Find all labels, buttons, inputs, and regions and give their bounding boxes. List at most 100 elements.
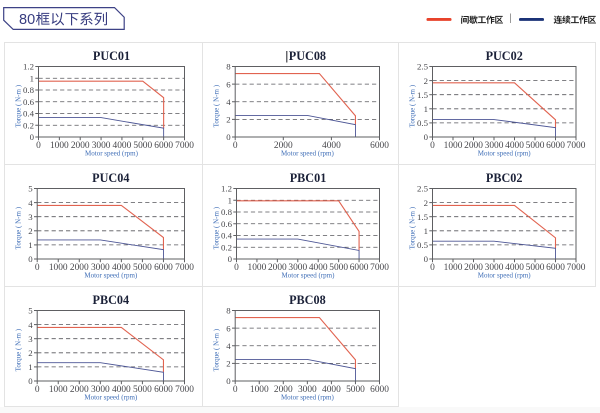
svg-text:0: 0 bbox=[226, 132, 231, 142]
svg-text:1000: 1000 bbox=[250, 385, 269, 395]
svg-text:Torque ( N-m ): Torque ( N-m ) bbox=[15, 206, 23, 249]
svg-text:0.8: 0.8 bbox=[221, 207, 233, 217]
svg-text:4000: 4000 bbox=[505, 141, 524, 151]
svg-text:3000: 3000 bbox=[92, 141, 111, 151]
svg-text:0: 0 bbox=[226, 376, 231, 386]
svg-text:PUC08: PUC08 bbox=[289, 49, 326, 63]
svg-text:6000: 6000 bbox=[154, 385, 173, 395]
svg-text:0: 0 bbox=[28, 254, 33, 264]
svg-text:0.4: 0.4 bbox=[221, 231, 233, 241]
svg-text:Motor speed (rpm): Motor speed (rpm) bbox=[282, 272, 336, 280]
svg-text:7000: 7000 bbox=[175, 263, 194, 273]
svg-text:3000: 3000 bbox=[91, 263, 110, 273]
svg-text:Torque ( N-m ): Torque ( N-m ) bbox=[15, 328, 23, 371]
svg-text:0: 0 bbox=[35, 385, 40, 395]
svg-text:3: 3 bbox=[28, 212, 33, 222]
svg-text:7000: 7000 bbox=[567, 263, 586, 273]
svg-text:5000: 5000 bbox=[133, 263, 152, 273]
svg-text:4000: 4000 bbox=[112, 263, 131, 273]
svg-text:Torque ( N-m ): Torque ( N-m ) bbox=[213, 206, 221, 249]
svg-text:1: 1 bbox=[424, 226, 428, 236]
svg-text:0: 0 bbox=[228, 254, 233, 264]
svg-text:7000: 7000 bbox=[370, 263, 389, 273]
svg-text:1: 1 bbox=[28, 240, 32, 250]
svg-text:5000: 5000 bbox=[346, 385, 365, 395]
svg-text:2000: 2000 bbox=[268, 263, 287, 273]
svg-text:0.6: 0.6 bbox=[221, 219, 233, 229]
svg-text:6000: 6000 bbox=[546, 141, 565, 151]
svg-text:0.4: 0.4 bbox=[23, 109, 35, 119]
svg-text:0: 0 bbox=[430, 141, 435, 151]
svg-text:5000: 5000 bbox=[526, 263, 545, 273]
svg-text:4000: 4000 bbox=[309, 263, 328, 273]
svg-text:6000: 6000 bbox=[154, 141, 173, 151]
svg-text:3000: 3000 bbox=[288, 263, 307, 273]
svg-text:5: 5 bbox=[28, 306, 33, 316]
svg-text:4000: 4000 bbox=[322, 385, 341, 395]
svg-text:2.5: 2.5 bbox=[417, 62, 429, 72]
svg-text:1.2: 1.2 bbox=[23, 62, 34, 72]
svg-text:0: 0 bbox=[233, 385, 238, 395]
svg-text:1: 1 bbox=[28, 362, 32, 372]
svg-text:1000: 1000 bbox=[49, 385, 68, 395]
svg-text:0.6: 0.6 bbox=[23, 97, 35, 107]
svg-text:4: 4 bbox=[28, 320, 33, 330]
svg-text:3000: 3000 bbox=[91, 385, 110, 395]
svg-text:PUC02: PUC02 bbox=[486, 49, 523, 63]
svg-text:6000: 6000 bbox=[350, 263, 369, 273]
svg-text:2: 2 bbox=[28, 226, 32, 236]
svg-text:1.5: 1.5 bbox=[417, 90, 429, 100]
svg-text:2000: 2000 bbox=[274, 141, 293, 151]
svg-text:2: 2 bbox=[424, 198, 428, 208]
svg-text:0: 0 bbox=[424, 132, 429, 142]
svg-text:2.5: 2.5 bbox=[417, 184, 429, 194]
svg-text:6000: 6000 bbox=[154, 263, 173, 273]
svg-text:0: 0 bbox=[36, 141, 41, 151]
svg-text:0.2: 0.2 bbox=[221, 242, 232, 252]
svg-text:5000: 5000 bbox=[526, 141, 545, 151]
svg-text:2: 2 bbox=[28, 348, 32, 358]
svg-text:3000: 3000 bbox=[485, 141, 504, 151]
svg-text:0.5: 0.5 bbox=[417, 240, 429, 250]
svg-text:7000: 7000 bbox=[175, 385, 194, 395]
svg-text:1: 1 bbox=[228, 195, 232, 205]
svg-text:Motor speed (rpm): Motor speed (rpm) bbox=[281, 394, 335, 402]
svg-text:8: 8 bbox=[226, 62, 231, 72]
svg-text:6: 6 bbox=[226, 79, 231, 89]
svg-text:4000: 4000 bbox=[112, 385, 131, 395]
svg-text:Torque ( N-m ): Torque ( N-m ) bbox=[409, 84, 417, 127]
svg-text:0: 0 bbox=[424, 254, 429, 264]
svg-text:0.8: 0.8 bbox=[23, 85, 35, 95]
svg-text:1000: 1000 bbox=[248, 263, 267, 273]
svg-text:PBC04: PBC04 bbox=[93, 293, 130, 307]
svg-text:2000: 2000 bbox=[70, 263, 89, 273]
svg-text:3000: 3000 bbox=[485, 263, 504, 273]
svg-text:2000: 2000 bbox=[71, 141, 90, 151]
svg-text:0.2: 0.2 bbox=[23, 120, 34, 130]
svg-text:2: 2 bbox=[226, 359, 230, 369]
svg-text:1000: 1000 bbox=[49, 263, 68, 273]
svg-text:4000: 4000 bbox=[113, 141, 132, 151]
svg-text:1000: 1000 bbox=[50, 141, 69, 151]
svg-text:0.5: 0.5 bbox=[417, 118, 429, 128]
svg-text:1.2: 1.2 bbox=[221, 184, 232, 194]
svg-text:0: 0 bbox=[30, 132, 35, 142]
svg-text:2: 2 bbox=[424, 76, 428, 86]
svg-text:3000: 3000 bbox=[298, 385, 317, 395]
svg-text:8: 8 bbox=[226, 306, 231, 316]
svg-text:2000: 2000 bbox=[274, 385, 293, 395]
svg-text:4000: 4000 bbox=[505, 263, 524, 273]
svg-text:6000: 6000 bbox=[370, 141, 389, 151]
svg-text:4000: 4000 bbox=[322, 141, 341, 151]
svg-text:Motor speed (rpm): Motor speed (rpm) bbox=[478, 272, 532, 280]
svg-text:Torque ( N-m ): Torque ( N-m ) bbox=[409, 206, 417, 249]
svg-text:0: 0 bbox=[430, 263, 435, 273]
svg-text:2: 2 bbox=[226, 115, 230, 125]
svg-text:7000: 7000 bbox=[567, 141, 586, 151]
svg-text:0: 0 bbox=[234, 263, 239, 273]
svg-text:0: 0 bbox=[28, 376, 33, 386]
svg-text:2000: 2000 bbox=[464, 141, 483, 151]
svg-text:Motor speed (rpm): Motor speed (rpm) bbox=[85, 150, 139, 158]
svg-text:7000: 7000 bbox=[175, 141, 194, 151]
svg-text:PBC02: PBC02 bbox=[486, 171, 523, 185]
